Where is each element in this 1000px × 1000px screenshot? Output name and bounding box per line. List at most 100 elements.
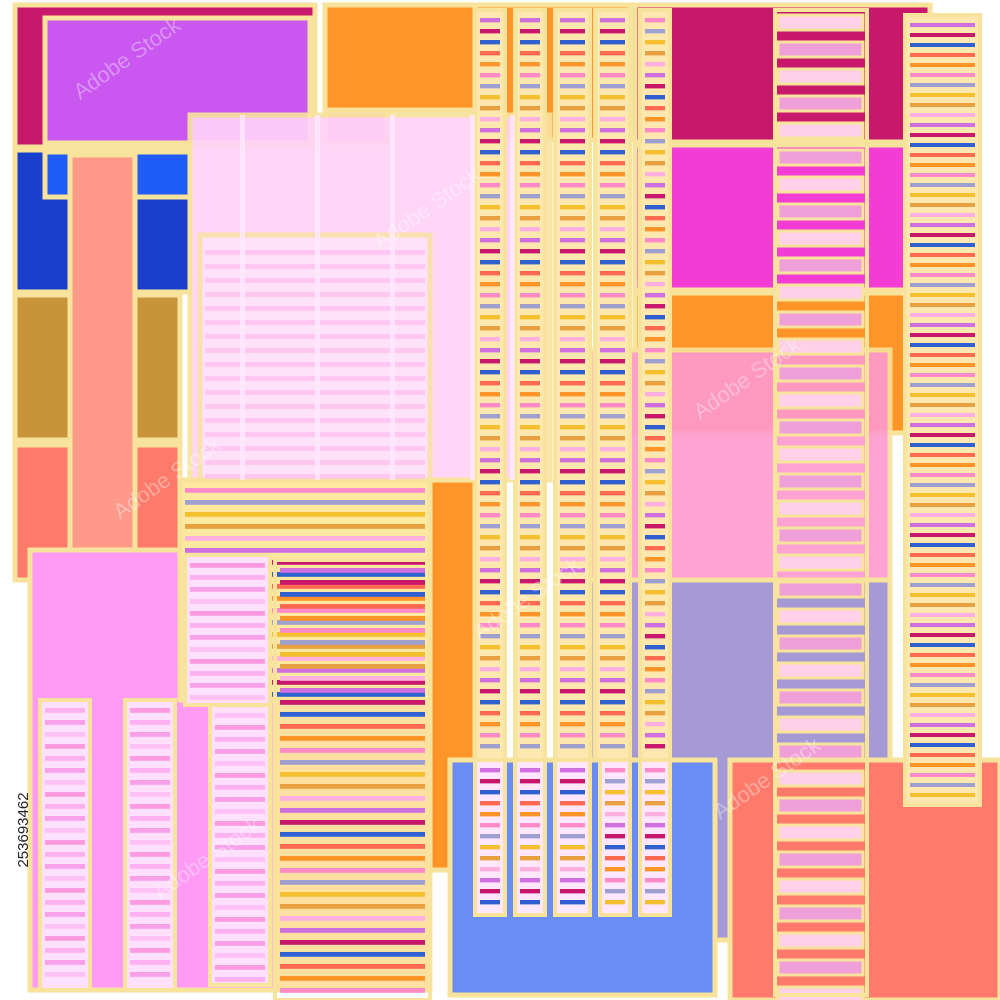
stripe [560, 18, 585, 23]
stripe [190, 659, 265, 664]
stripe [215, 809, 265, 814]
stripe [480, 491, 500, 496]
stripe [645, 711, 665, 716]
stripe [910, 623, 975, 627]
stripe [560, 95, 585, 100]
stripe [520, 612, 540, 617]
stripe [605, 823, 625, 828]
stripe [480, 711, 500, 716]
stripe [280, 928, 425, 933]
stripe [645, 645, 665, 650]
stripe [910, 523, 975, 527]
stripe [910, 393, 975, 397]
stripe [280, 664, 425, 669]
stripe [645, 744, 665, 749]
stripe [645, 128, 665, 133]
stripe [645, 260, 665, 265]
ladder-rung [776, 202, 865, 221]
stripe [215, 965, 265, 970]
stripe [910, 713, 975, 717]
stripe [910, 323, 975, 327]
stripe [560, 867, 585, 872]
stripe [600, 293, 625, 298]
stripe [910, 33, 975, 37]
stripe [910, 483, 975, 487]
stripe [600, 62, 625, 67]
stripe [910, 143, 975, 147]
stripe [520, 568, 540, 573]
stripe [910, 743, 975, 747]
grid-bar [390, 115, 395, 480]
stripe [480, 40, 500, 45]
stripe [600, 590, 625, 595]
stripe [645, 172, 665, 177]
block [322, 2, 478, 113]
stripe [280, 892, 425, 897]
stripe [280, 688, 425, 693]
ladder-rung [776, 256, 865, 275]
stripe [910, 663, 975, 667]
stripe [645, 535, 665, 540]
stripe [645, 524, 665, 529]
stripe [910, 313, 975, 317]
stripe [215, 941, 265, 946]
stripe [280, 832, 425, 837]
stripe [520, 634, 540, 639]
stripe [520, 469, 540, 474]
stripe [185, 560, 425, 565]
stripe [560, 700, 585, 705]
stripe [520, 900, 540, 905]
stripe [910, 283, 975, 287]
stripe [645, 722, 665, 727]
stripe [560, 304, 585, 309]
stripe [560, 139, 585, 144]
stripe [645, 227, 665, 232]
stripe [605, 889, 625, 894]
stripe [520, 348, 540, 353]
stripe [910, 43, 975, 47]
stripe [520, 425, 540, 430]
stripe [645, 293, 665, 298]
stripe [215, 977, 265, 982]
stripe [910, 73, 975, 77]
stripe [910, 493, 975, 497]
stripe [480, 590, 500, 595]
stripe [190, 695, 265, 700]
ladder-rung [776, 148, 865, 167]
stripe [910, 753, 975, 757]
stripe [910, 213, 975, 217]
stripe [645, 403, 665, 408]
stripe [480, 150, 500, 155]
ladder-rung [776, 931, 865, 950]
stripe [600, 678, 625, 683]
stripe [645, 579, 665, 584]
stripe [600, 667, 625, 672]
stripe [910, 333, 975, 337]
stripe [645, 491, 665, 496]
stripe [910, 513, 975, 517]
stripe [645, 326, 665, 331]
block [67, 152, 138, 583]
stripe [910, 113, 975, 117]
stripe [910, 453, 975, 457]
stripe [480, 722, 500, 727]
stripe [185, 572, 425, 577]
stripe [185, 692, 425, 697]
stripe [600, 183, 625, 188]
stripe [480, 889, 500, 894]
stripe [560, 40, 585, 45]
stripe [560, 293, 585, 298]
ladder-rung [776, 229, 865, 248]
stripe [645, 18, 665, 23]
stripe [560, 557, 585, 562]
stripe [645, 183, 665, 188]
stripe [280, 724, 425, 729]
stripe [130, 960, 170, 965]
stripe [215, 869, 265, 874]
stripe [645, 812, 665, 817]
stripe [605, 856, 625, 861]
stripe [560, 579, 585, 584]
stripe [45, 864, 85, 869]
stripe [605, 779, 625, 784]
stripe [45, 732, 85, 737]
